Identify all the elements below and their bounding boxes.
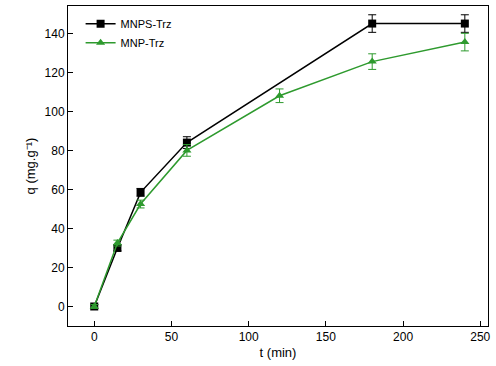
svg-text:t (min): t (min) bbox=[260, 345, 297, 360]
svg-text:140: 140 bbox=[45, 27, 65, 41]
svg-text:q (mg.g⁻¹): q (mg.g⁻¹) bbox=[23, 138, 38, 195]
svg-text:150: 150 bbox=[316, 330, 336, 344]
svg-text:100: 100 bbox=[45, 105, 65, 119]
svg-text:MNPS-Trz: MNPS-Trz bbox=[121, 18, 172, 30]
svg-text:200: 200 bbox=[393, 330, 413, 344]
svg-text:100: 100 bbox=[239, 330, 259, 344]
svg-text:0: 0 bbox=[91, 330, 98, 344]
svg-text:20: 20 bbox=[51, 261, 65, 275]
svg-text:80: 80 bbox=[51, 144, 65, 158]
svg-text:MNP-Trz: MNP-Trz bbox=[121, 37, 165, 49]
svg-text:250: 250 bbox=[470, 330, 490, 344]
svg-text:0: 0 bbox=[58, 300, 65, 314]
svg-text:40: 40 bbox=[51, 222, 65, 236]
svg-text:120: 120 bbox=[45, 66, 65, 80]
svg-text:50: 50 bbox=[165, 330, 179, 344]
svg-text:60: 60 bbox=[51, 183, 65, 197]
